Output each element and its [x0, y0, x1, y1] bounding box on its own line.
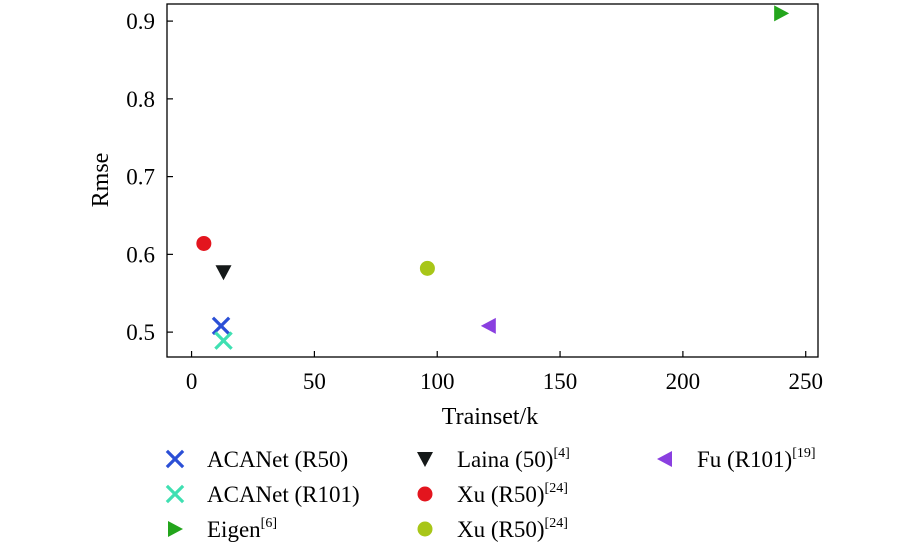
legend-label: Laina (50)[4] — [457, 446, 570, 472]
legend-label: Xu (R50)[24] — [457, 481, 568, 507]
legend-item: Xu (R50)[24] — [417, 516, 568, 542]
legend-item: Fu (R101)[19] — [657, 446, 816, 472]
x-tick-label: 250 — [788, 369, 823, 394]
legend-item: Eigen[6] — [168, 516, 277, 542]
legend-item: ACANet (R101) — [165, 482, 360, 507]
legend-label: ACANet (R101) — [207, 482, 360, 507]
legend-marker — [168, 521, 183, 537]
legend-marker — [417, 486, 433, 502]
y-axis-label: Rmse — [88, 153, 114, 208]
data-point-2 — [214, 331, 233, 350]
legend-label: Eigen[6] — [207, 516, 277, 542]
axes — [166, 3, 819, 358]
legend-label: Fu (R101)[19] — [697, 446, 816, 472]
x-tick-label: 100 — [420, 369, 455, 394]
y-tick-label: 0.7 — [126, 165, 155, 190]
plot-frame — [166, 3, 819, 358]
legend-marker — [657, 451, 672, 467]
x-tick-label: 0 — [186, 369, 198, 394]
y-tick-label: 0.8 — [126, 87, 155, 112]
legend-label: ACANet (R50) — [207, 447, 348, 472]
legend-item: Xu (R50)[24] — [417, 481, 568, 507]
legend: ACANet (R50) ACANet (R101) Eigen[6] Laina (… — [165, 446, 816, 542]
data-points — [196, 5, 790, 350]
data-point-6 — [419, 260, 435, 276]
y-tick-label: 0.6 — [126, 242, 155, 267]
y-tick-label: 0.5 — [126, 320, 155, 345]
data-point-1 — [211, 316, 231, 336]
legend-label: Xu (R50)[24] — [457, 516, 568, 542]
data-point-3 — [774, 5, 790, 22]
data-point-7 — [480, 317, 496, 334]
legend-marker — [417, 521, 433, 537]
y-tick-label: 0.9 — [126, 9, 155, 34]
x-axis-ticks: 0 50 100 150 200 250 — [186, 351, 823, 394]
x-tick-label: 200 — [666, 369, 701, 394]
legend-item: ACANet (R50) — [165, 447, 348, 472]
x-tick-label: 150 — [543, 369, 578, 394]
legend-marker — [165, 484, 185, 504]
legend-marker — [417, 452, 433, 467]
data-point-5 — [196, 235, 212, 251]
x-axis-label: Trainset/k — [442, 404, 538, 430]
data-point-4 — [215, 265, 232, 281]
y-axis-ticks: 0.5 0.6 0.7 0.8 0.9 — [126, 9, 173, 345]
legend-marker — [165, 449, 185, 469]
legend-item: Laina (50)[4] — [417, 446, 570, 472]
x-tick-label: 50 — [303, 369, 326, 394]
